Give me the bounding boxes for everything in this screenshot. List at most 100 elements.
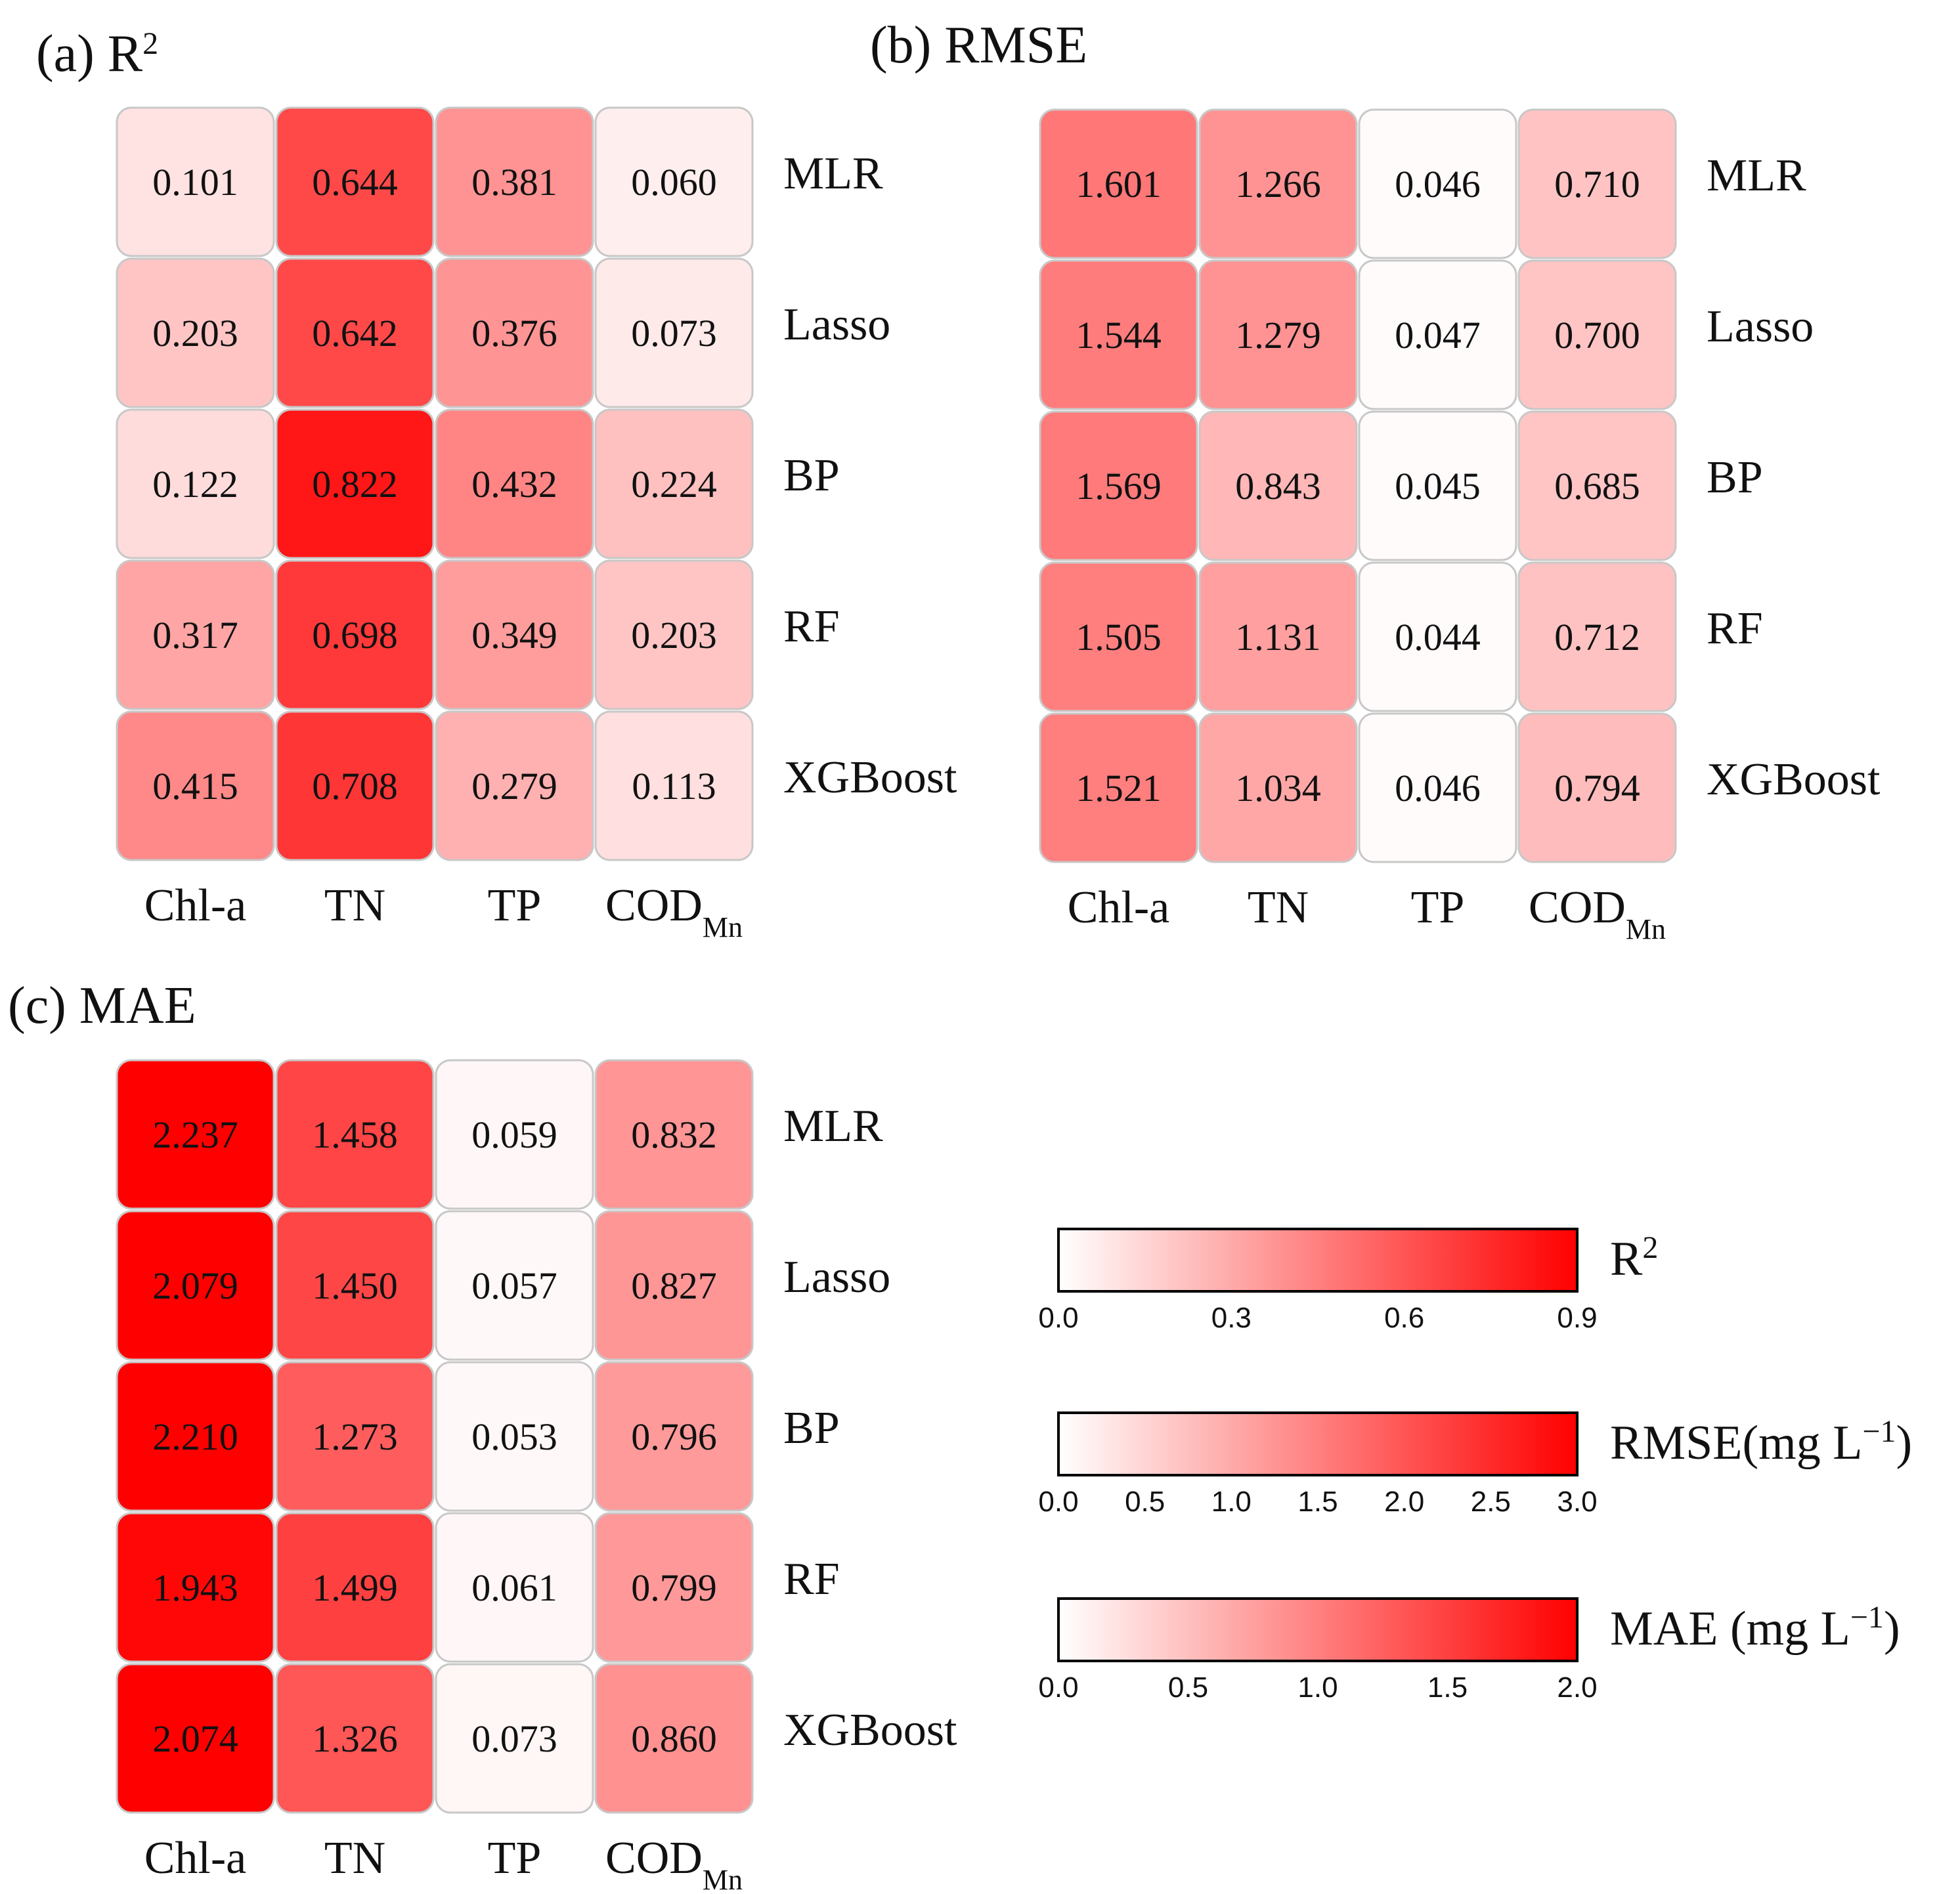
cell-value-label: 0.822 bbox=[312, 463, 398, 506]
colorbar-label: R2 bbox=[1610, 1230, 1658, 1287]
heatmap-cell bbox=[1198, 259, 1358, 410]
colorbar-tick-label: 1.5 bbox=[1427, 1671, 1468, 1704]
cell-value-label: 0.044 bbox=[1395, 616, 1481, 658]
cell-value-label: 1.521 bbox=[1076, 767, 1162, 809]
cell-value-label: 0.708 bbox=[312, 765, 398, 807]
panel-title: (a) R2 bbox=[36, 25, 158, 83]
heatmap-cell bbox=[116, 1663, 275, 1814]
heatmap-cell bbox=[275, 408, 435, 559]
colorbar-tick-label: 0.3 bbox=[1211, 1302, 1252, 1334]
colorbar-tick-label: 0.0 bbox=[1038, 1302, 1078, 1334]
cell-value-label: 0.203 bbox=[631, 614, 717, 656]
cell-value-label: 1.601 bbox=[1076, 163, 1162, 205]
cell-value-label: 0.059 bbox=[471, 1113, 557, 1156]
column-label: TP bbox=[488, 1833, 542, 1883]
colorbar-tick-label: 0.0 bbox=[1038, 1671, 1078, 1704]
heatmap-cell bbox=[275, 257, 435, 408]
cell-value-label: 2.079 bbox=[152, 1264, 238, 1307]
cell-value-label: 2.237 bbox=[152, 1113, 238, 1156]
row-label: XGBoost bbox=[783, 752, 957, 803]
heatmap-cell bbox=[1039, 561, 1198, 712]
colorbar-tick-label: 1.0 bbox=[1297, 1671, 1338, 1704]
heatmap-cell bbox=[594, 1059, 754, 1210]
heatmap-cell bbox=[275, 1210, 435, 1361]
column-label: TN bbox=[324, 880, 385, 931]
heatmap-cell bbox=[1358, 712, 1517, 863]
heatmap-cell bbox=[1039, 712, 1198, 863]
row-label: RF bbox=[1707, 603, 1763, 654]
heatmap-cell bbox=[116, 559, 275, 710]
colorbar-tick-label: 1.0 bbox=[1211, 1486, 1252, 1518]
heatmap-cell bbox=[1198, 410, 1358, 561]
cell-value-label: 0.317 bbox=[152, 614, 238, 656]
column-label: TN bbox=[1248, 882, 1309, 933]
colorbar-tick-label: 2.5 bbox=[1471, 1486, 1511, 1518]
cell-value-label: 1.326 bbox=[312, 1717, 398, 1760]
heatmap-cell bbox=[116, 1361, 275, 1512]
cell-value-label: 0.700 bbox=[1554, 314, 1640, 356]
cell-value-label: 0.046 bbox=[1395, 163, 1481, 205]
cell-value-label: 0.415 bbox=[152, 765, 238, 807]
row-label: BP bbox=[1707, 452, 1763, 503]
cell-value-label: 1.505 bbox=[1076, 616, 1162, 658]
heatmap-cell bbox=[116, 1512, 275, 1663]
colorbar-3: 0.0 0.5 1.0 1.5 2.0 MAE (mg L−1) bbox=[1038, 1597, 1900, 1704]
cell-value-label: 0.101 bbox=[152, 161, 238, 204]
heatmap-cell bbox=[116, 257, 275, 408]
heatmap-cell bbox=[594, 1663, 754, 1814]
cell-value-label: 0.057 bbox=[471, 1264, 557, 1307]
cell-value-label: 0.060 bbox=[631, 161, 717, 204]
cell-value-label: 0.712 bbox=[1554, 616, 1640, 658]
heatmap-cell bbox=[1517, 410, 1677, 561]
heatmap-cell bbox=[116, 710, 275, 861]
heatmap-cell bbox=[1198, 561, 1358, 712]
cell-value-label: 0.794 bbox=[1554, 767, 1640, 809]
heatmap-cell bbox=[1358, 259, 1517, 410]
heatmap-cell bbox=[594, 1361, 754, 1512]
colorbar-gradient bbox=[1057, 1597, 1579, 1662]
row-label: BP bbox=[783, 1403, 840, 1453]
heatmap-cell bbox=[594, 1512, 754, 1663]
heatmap-cell bbox=[435, 1663, 594, 1814]
cell-value-label: 0.073 bbox=[631, 312, 717, 355]
column-label: CODMn bbox=[1529, 882, 1666, 945]
colorbar-1: 0.0 0.3 0.6 0.9 R2 bbox=[1038, 1228, 1658, 1334]
cell-value-label: 0.349 bbox=[471, 614, 557, 656]
cell-value-label: 0.710 bbox=[1554, 163, 1640, 205]
heatmap-cell bbox=[1198, 712, 1358, 863]
heatmap-cell bbox=[594, 106, 754, 257]
cell-value-label: 0.113 bbox=[632, 765, 716, 807]
heatmap-cell bbox=[1517, 561, 1677, 712]
heatmap-cell bbox=[594, 1210, 754, 1361]
heatmap-cell bbox=[116, 1210, 275, 1361]
heatmap-cell bbox=[1358, 410, 1517, 561]
heatmap-panel-1: (a) R2 0.101 0.644 0.381 0.060 MLR 0.203 0.642 0… bbox=[36, 25, 957, 943]
heatmap-panel-2: (b) RMSE 1.601 1.266 0.046 0.710 MLR 1.544 1.27… bbox=[870, 16, 1881, 945]
heatmap-cell bbox=[116, 106, 275, 257]
heatmap-cell bbox=[275, 559, 435, 710]
column-label: TN bbox=[324, 1833, 385, 1883]
column-label: CODMn bbox=[605, 1833, 743, 1894]
heatmap-cell bbox=[275, 1512, 435, 1663]
cell-value-label: 0.047 bbox=[1395, 314, 1481, 356]
cell-value-label: 0.073 bbox=[471, 1717, 557, 1760]
colorbar-label: RMSE(mg L−1) bbox=[1610, 1414, 1912, 1471]
heatmap-cell bbox=[275, 1361, 435, 1512]
colorbar-2: 0.0 0.5 1.0 1.5 2.0 2.5 3.0 RMSE(mg L−1) bbox=[1038, 1411, 1912, 1518]
heatmap-cell bbox=[435, 710, 594, 861]
colorbar-tick-label: 0.9 bbox=[1557, 1302, 1597, 1334]
cell-value-label: 1.450 bbox=[312, 1264, 398, 1307]
heatmap-cell bbox=[1039, 259, 1198, 410]
cell-value-label: 0.832 bbox=[631, 1113, 717, 1156]
heatmap-cell bbox=[435, 257, 594, 408]
cell-value-label: 0.053 bbox=[471, 1415, 557, 1458]
heatmap-cell bbox=[435, 559, 594, 710]
colorbar-tick-label: 1.5 bbox=[1297, 1486, 1338, 1518]
heatmap-cell bbox=[275, 106, 435, 257]
column-label: Chl-a bbox=[144, 1833, 247, 1883]
heatmap-cell bbox=[435, 1210, 594, 1361]
cell-value-label: 0.860 bbox=[631, 1717, 717, 1760]
colorbar-tick-label: 2.0 bbox=[1557, 1671, 1597, 1704]
colorbar-tick-label: 2.0 bbox=[1384, 1486, 1424, 1518]
row-label: BP bbox=[783, 450, 840, 501]
